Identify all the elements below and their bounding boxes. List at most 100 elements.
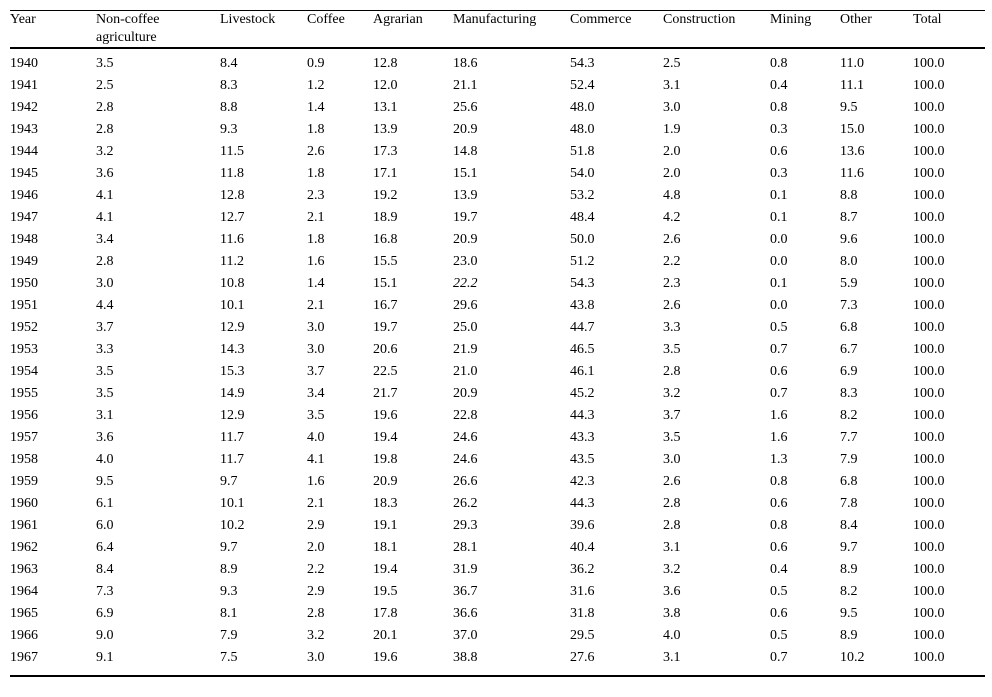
value-cell: 16.8 [373,232,398,247]
table-row: 1952 3.7 12.9 3.0 19.7 25.0 44.7 3.3 0.5 6.8 100.0 [10,317,985,339]
column-header: Other [840,11,913,49]
table-row: 1950 3.0 10.8 1.4 15.1 22.2 54.3 2.3 0.1 5.9 100.0 [10,273,985,295]
value-cell: 4.0 [307,430,325,445]
value-cell: 19.4 [373,430,398,445]
value-cell: 2.8 [307,606,325,621]
year-cell: 1961 [10,518,38,533]
value-cell: 15.1 [453,166,478,181]
value-cell: 100.0 [913,188,945,203]
value-cell: 3.0 [307,320,325,335]
table-row: 1945 3.6 11.8 1.8 17.1 15.1 54.0 2.0 0.3 11.6 100.… [10,163,985,185]
value-cell: 100.0 [913,210,945,225]
value-cell: 10.8 [220,276,245,291]
value-cell: 6.9 [840,364,858,379]
table-row: 1942 2.8 8.8 1.4 13.1 25.6 48.0 3.0 0.8 9.5 100.0 [10,97,985,119]
value-cell: 0.9 [307,56,325,71]
value-cell: 100.0 [913,386,945,401]
value-cell: 3.6 [96,166,114,181]
year-cell: 1950 [10,276,38,291]
value-cell: 11.2 [220,254,244,269]
value-cell: 10.2 [220,518,245,533]
table-row: 1946 4.1 12.8 2.3 19.2 13.9 53.2 4.8 0.1 8.8 100.0 [10,185,985,207]
value-cell: 22.2 [453,276,478,291]
value-cell: 44.3 [570,496,595,511]
table-row: 1943 2.8 9.3 1.8 13.9 20.9 48.0 1.9 0.3 15.0 100.0 [10,119,985,141]
value-cell: 15.3 [220,364,245,379]
value-cell: 3.1 [663,650,681,665]
value-cell: 100.0 [913,562,945,577]
table-row: 1951 4.4 10.1 2.1 16.7 29.6 43.8 2.6 0.0 7.3 100.0 [10,295,985,317]
value-cell: 100.0 [913,320,945,335]
value-cell: 0.5 [770,320,788,335]
value-cell: 8.3 [840,386,858,401]
value-cell: 100.0 [913,364,945,379]
value-cell: 43.3 [570,430,595,445]
value-cell: 100.0 [913,56,945,71]
value-cell: 3.5 [307,408,325,423]
value-cell: 8.4 [96,562,114,577]
value-cell: 2.8 [663,496,681,511]
value-cell: 3.2 [663,562,681,577]
value-cell: 8.4 [220,56,238,71]
value-cell: 4.1 [96,210,114,225]
value-cell: 31.9 [453,562,478,577]
value-cell: 100.0 [913,254,945,269]
table-row: 1944 3.2 11.5 2.6 17.3 14.8 51.8 2.0 0.6 13.6 100.… [10,141,985,163]
value-cell: 3.0 [307,342,325,357]
column-header: Commerce [570,11,663,49]
value-cell: 54.3 [570,56,595,71]
value-cell: 100.0 [913,122,945,137]
value-cell: 5.9 [840,276,858,291]
column-header: Construction [663,11,770,49]
value-cell: 2.5 [663,56,681,71]
value-cell: 4.2 [663,210,681,225]
value-cell: 54.0 [570,166,595,181]
value-cell: 48.0 [570,122,595,137]
value-cell: 8.8 [840,188,858,203]
value-cell: 100.0 [913,496,945,511]
value-cell: 43.8 [570,298,595,313]
year-cell: 1941 [10,78,38,93]
year-cell: 1951 [10,298,38,313]
value-cell: 11.7 [220,430,244,445]
value-cell: 0.4 [770,78,788,93]
table-row: 1949 2.8 11.2 1.6 15.5 23.0 51.2 2.2 0.0 8.0 100.0 [10,251,985,273]
value-cell: 8.2 [840,584,858,599]
value-cell: 100.0 [913,408,945,423]
value-cell: 36.2 [570,562,595,577]
table-row: 1967 9.1 7.5 3.0 19.6 38.8 27.6 3.1 0.7 10.2 100.0 [10,647,985,669]
year-cell: 1943 [10,122,38,137]
value-cell: 2.1 [307,496,325,511]
value-cell: 2.5 [96,78,114,93]
value-cell: 0.8 [770,100,788,115]
value-cell: 36.7 [453,584,478,599]
value-cell: 29.6 [453,298,478,313]
value-cell: 0.3 [770,122,788,137]
value-cell: 11.5 [220,144,244,159]
value-cell: 7.9 [220,628,238,643]
value-cell: 100.0 [913,298,945,313]
value-cell: 43.5 [570,452,595,467]
value-cell: 12.9 [220,408,245,423]
value-cell: 2.8 [96,254,114,269]
value-cell: 9.1 [96,650,114,665]
value-cell: 11.7 [220,452,244,467]
value-cell: 31.8 [570,606,595,621]
value-cell: 13.9 [373,122,398,137]
value-cell: 19.4 [373,562,398,577]
value-cell: 6.9 [96,606,114,621]
value-cell: 0.4 [770,562,788,577]
value-cell: 16.7 [373,298,398,313]
value-cell: 27.6 [570,650,595,665]
value-cell: 10.2 [840,650,865,665]
table-row: 1965 6.9 8.1 2.8 17.8 36.6 31.8 3.8 0.6 9.5 100.0 [10,603,985,625]
value-cell: 14.8 [453,144,478,159]
value-cell: 24.6 [453,430,478,445]
table-body: 1940 3.5 8.4 0.9 12.8 18.6 54.3 2.5 0.8 11.0 100.0… [10,48,985,669]
value-cell: 12.8 [220,188,245,203]
value-cell: 12.0 [373,78,398,93]
value-cell: 100.0 [913,540,945,555]
value-cell: 31.6 [570,584,595,599]
value-cell: 0.3 [770,166,788,181]
